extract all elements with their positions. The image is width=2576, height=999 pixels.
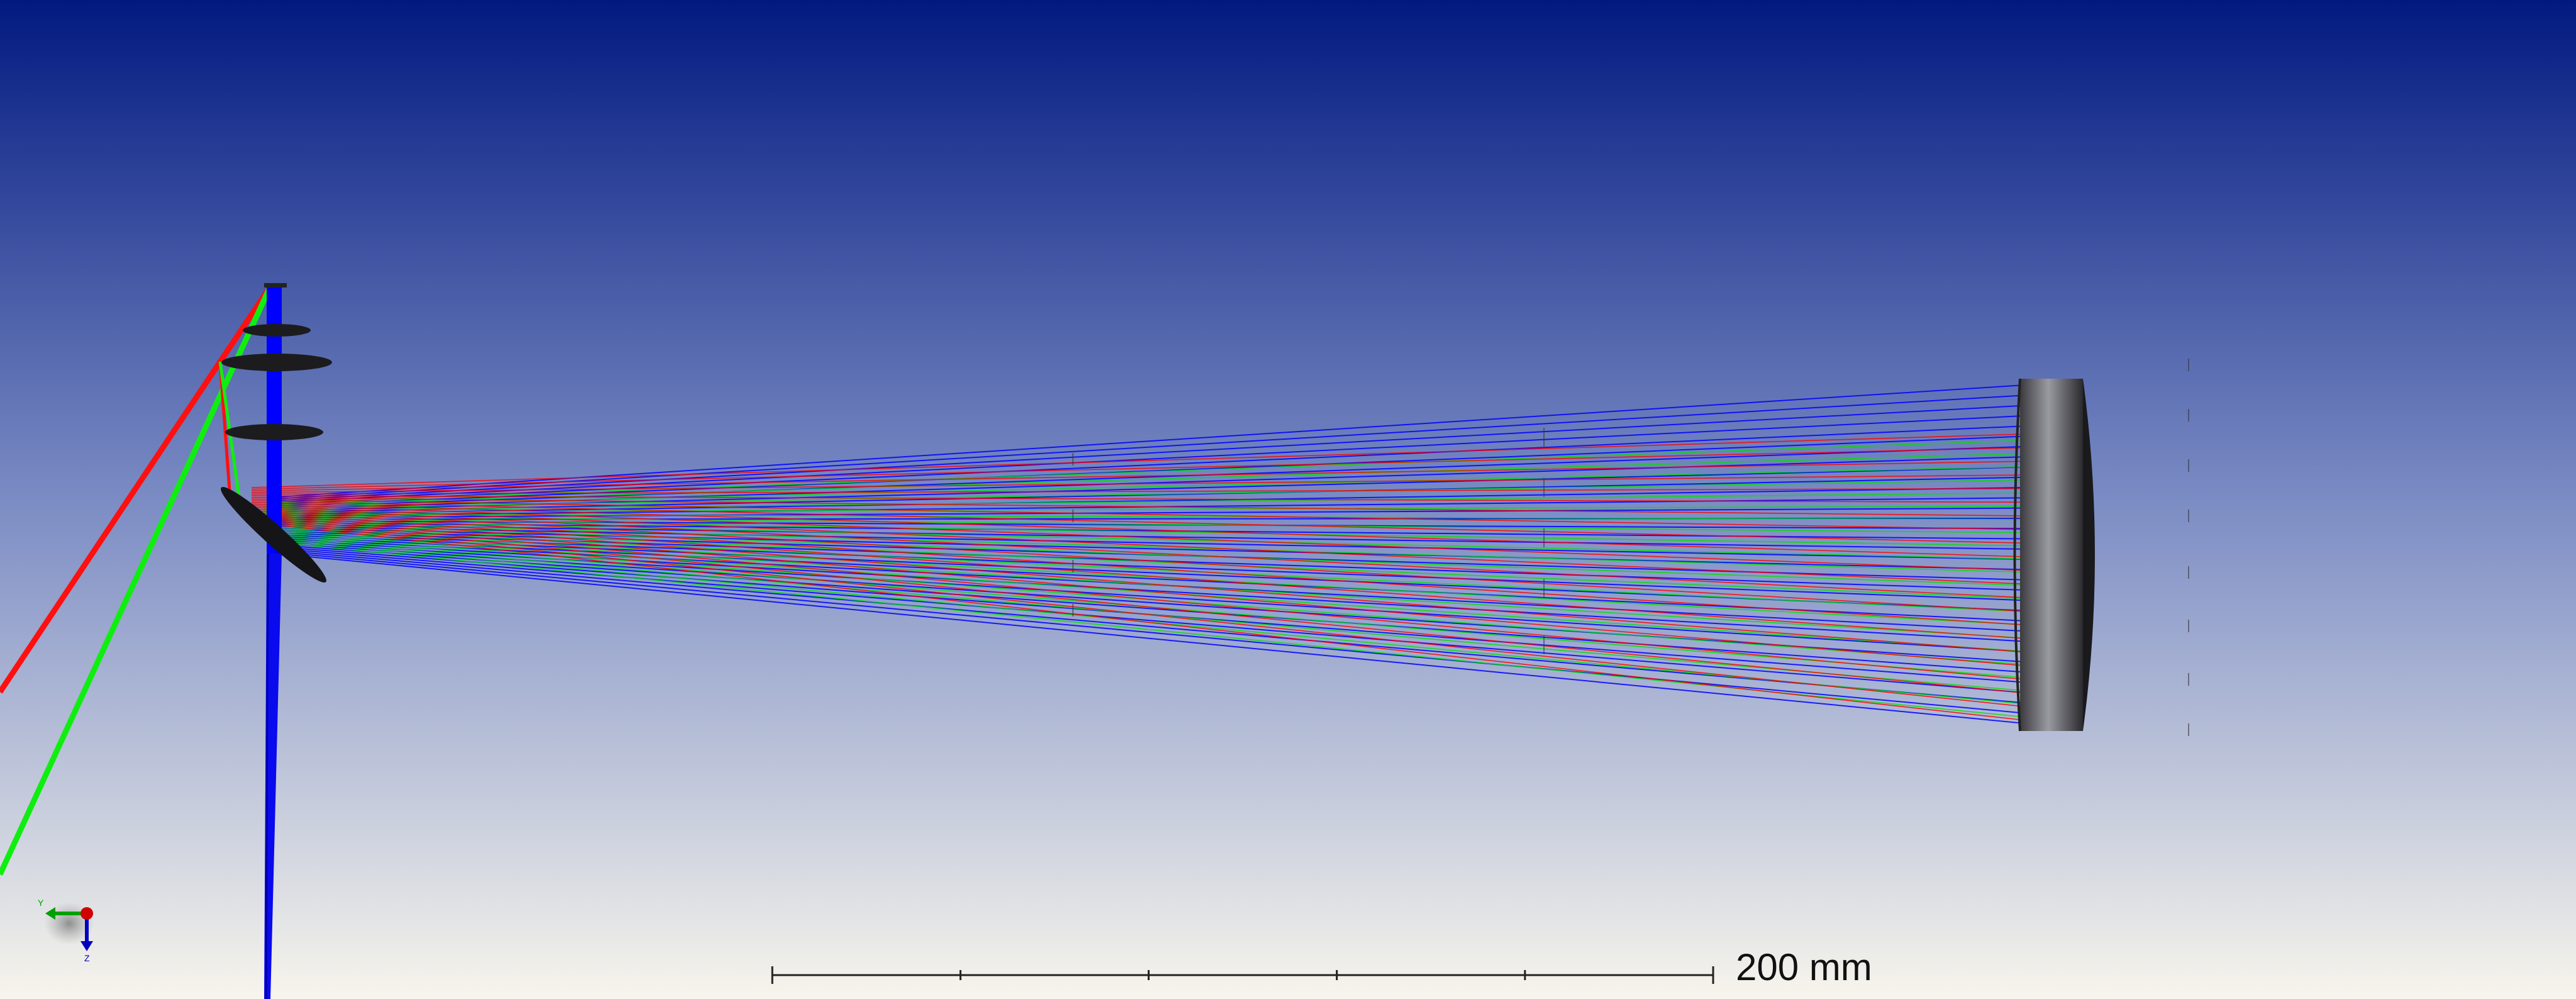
ray-field-1 (276, 415, 2026, 503)
ray-field-3 (251, 520, 2026, 708)
orientation-triad[interactable]: Y Z (38, 898, 94, 963)
ray-field-2 (264, 515, 2026, 533)
ray-field-2 (264, 522, 2026, 586)
ray-field-3 (251, 522, 2026, 721)
ray-field-3 (251, 460, 2026, 492)
ray-field-1 (276, 547, 2026, 694)
ray-field-3 (251, 503, 2026, 571)
ray-field-1 (276, 523, 2026, 550)
ray-field-1 (276, 544, 2026, 673)
lens-1[interactable] (243, 324, 311, 337)
incoming-ray-red (0, 284, 273, 694)
ray-field-3 (251, 474, 2026, 493)
ray-field-3 (251, 501, 2026, 557)
field-markers (1072, 359, 2189, 736)
ray-field-2 (264, 518, 2026, 560)
triad-x-axis-dot (80, 907, 93, 920)
ray-field-3 (251, 496, 2026, 516)
lens-2[interactable] (221, 354, 332, 371)
fold-mirror[interactable] (214, 480, 333, 589)
ray-field-2 (264, 520, 2026, 573)
ray-field-3 (251, 518, 2026, 694)
scale-bar-label: 200 mm (1736, 946, 1872, 988)
ray-field-2 (264, 530, 2026, 639)
ray-field-3 (251, 513, 2026, 653)
ray-field-3 (251, 498, 2026, 530)
triad-y-label: Y (38, 898, 44, 908)
ray-field-1 (276, 487, 2026, 515)
incoming-ray-green (0, 285, 274, 876)
ray-field-3 (251, 505, 2026, 585)
image-plane[interactable] (264, 283, 287, 287)
ray-bundle-field-3 (251, 433, 2026, 721)
triad-y-arrow-icon (45, 907, 55, 920)
ray-field-2 (264, 524, 2026, 600)
ray-field-3 (251, 495, 2026, 503)
ray-field-1 (276, 476, 2026, 513)
ray-field-3 (251, 506, 2026, 598)
ray-field-3 (251, 510, 2026, 626)
ray-field-2 (264, 526, 2026, 613)
ray-field-3 (251, 488, 2026, 495)
ray-field-1 (276, 425, 2026, 505)
ray-field-3 (251, 447, 2026, 490)
ray-field-1 (276, 525, 2026, 561)
ray-field-1 (276, 535, 2026, 622)
ray-field-1 (276, 542, 2026, 663)
ray-field-2 (264, 517, 2026, 547)
triad-z-label: Z (84, 953, 90, 963)
ray-field-1 (276, 553, 2026, 724)
ray-field-1 (276, 532, 2026, 601)
ray-field-1 (276, 549, 2026, 704)
lens-3[interactable] (225, 424, 323, 440)
vertical-ray-bundle (264, 284, 282, 999)
ray-field-1 (276, 435, 2026, 506)
ray-field-3 (251, 433, 2026, 488)
ray-field-3 (251, 516, 2026, 680)
ray-field-1 (276, 405, 2026, 501)
ray-field-2 (264, 528, 2026, 626)
triad-z-arrow-icon (80, 941, 93, 951)
ray-field-3 (251, 515, 2026, 667)
ray-field-3 (251, 508, 2026, 612)
ray-field-2 (264, 513, 2026, 520)
scale-bar (771, 966, 1714, 984)
primary-mirror[interactable] (2013, 378, 2096, 732)
ray-field-3 (251, 500, 2026, 544)
ray-field-1 (276, 551, 2026, 714)
ray-field-3 (251, 511, 2026, 639)
